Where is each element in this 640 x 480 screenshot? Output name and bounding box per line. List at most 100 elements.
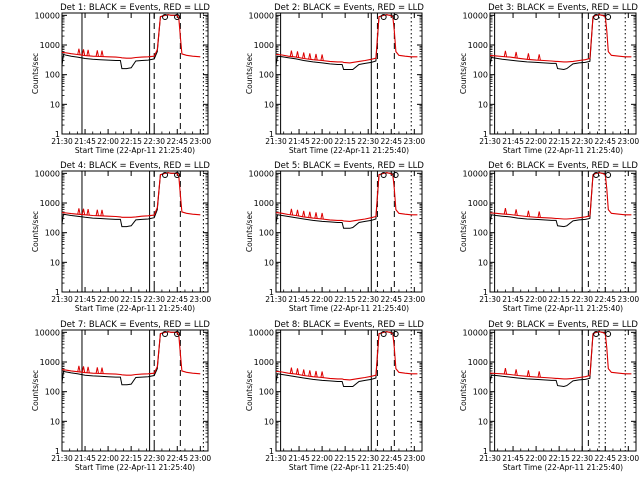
x-tick-label: 22:00 — [311, 137, 333, 146]
detector-panel-4: Det 4: BLACK = Events, RED = LLD 1 10 100 10… — [31, 161, 211, 313]
plot-frame — [61, 329, 209, 452]
plot-frame — [61, 12, 209, 135]
plot-frame — [489, 329, 637, 452]
x-tick-label: 21:30 — [479, 137, 501, 146]
x-tick-label: 23:00 — [404, 295, 426, 304]
x-axis-label: Start Time (22-Apr-11 21:25:40) — [75, 463, 195, 472]
y-tick-label: 10000 — [35, 169, 60, 178]
lld-spike — [295, 368, 300, 375]
y-tick-label: 1 — [55, 447, 60, 456]
y-tick-label: 1 — [483, 447, 488, 456]
x-tick-label: 22:15 — [334, 295, 356, 304]
lld-spike — [302, 369, 306, 376]
x-tick-label: 21:30 — [479, 295, 501, 304]
y-tick-label: 1000 — [40, 41, 60, 50]
peak-marker — [593, 14, 600, 20]
x-tick-label: 22:15 — [548, 454, 570, 463]
x-tick-label: 23:00 — [618, 295, 640, 304]
peak-marker — [392, 331, 399, 337]
x-tick-label: 21:45 — [288, 454, 310, 463]
lld-spike — [308, 53, 312, 60]
lld-spike — [320, 54, 324, 61]
lld-spike — [95, 50, 99, 57]
y-tick-label: 100 — [45, 388, 60, 397]
lld-spike — [514, 209, 518, 216]
x-axis-label: Start Time (22-Apr-11 21:25:40) — [503, 463, 623, 472]
peak-marker — [392, 172, 399, 178]
x-tick-label: 22:00 — [311, 295, 333, 304]
x-tick-label: 22:00 — [525, 295, 547, 304]
x-tick-label: 22:00 — [97, 295, 119, 304]
x-tick-label: 23:00 — [618, 137, 640, 146]
y-tick-label: 10000 — [249, 11, 274, 20]
lld-spike — [295, 51, 300, 58]
y-tick-label: 10 — [264, 258, 274, 267]
peak-marker — [593, 172, 600, 178]
x-tick-label: 22:30 — [571, 454, 593, 463]
peak-marker — [593, 331, 600, 337]
x-tick-label: 21:30 — [265, 454, 287, 463]
x-axis-label: Start Time (22-Apr-11 21:25:40) — [289, 304, 409, 313]
x-tick-label: 22:15 — [334, 454, 356, 463]
y-tick-label: 100 — [473, 388, 488, 397]
lld-spike — [314, 370, 318, 378]
lld-spike — [289, 50, 294, 57]
y-tick-label: 1 — [269, 447, 274, 456]
y-tick-label: 10 — [478, 417, 488, 426]
x-tick-label: 22:00 — [525, 454, 547, 463]
x-tick-label: 21:45 — [74, 295, 96, 304]
peak-marker — [380, 331, 387, 337]
y-tick-label: 10000 — [463, 328, 488, 337]
detector-panel-8: Det 8: BLACK = Events, RED = LLD 1 10 100 10… — [245, 320, 425, 472]
y-tick-label: 100 — [259, 229, 274, 238]
x-tick-label: 22:30 — [357, 137, 379, 146]
lld-spike — [320, 371, 324, 378]
x-tick-label: 22:45 — [380, 295, 402, 304]
x-tick-label: 23:00 — [404, 137, 426, 146]
x-tick-label: 21:45 — [288, 295, 310, 304]
plot-frame — [489, 12, 637, 135]
lld-spike — [81, 208, 86, 215]
lld-spike — [526, 210, 531, 217]
lld-spike — [503, 208, 508, 215]
lld-spike — [302, 52, 306, 59]
plot-frame — [489, 170, 637, 293]
detector-panel-3: Det 3: BLACK = Events, RED = LLD 1 10 100 10… — [459, 3, 639, 155]
lld-spike — [77, 365, 81, 372]
peak-marker — [392, 14, 399, 20]
plot-frame — [275, 329, 423, 452]
x-tick-label: 21:30 — [265, 137, 287, 146]
y-tick-label: 1000 — [254, 358, 274, 367]
panel-title: Det 4: BLACK = Events, RED = LLD — [60, 161, 210, 171]
x-tick-label: 22:30 — [357, 295, 379, 304]
panel-title: Det 1: BLACK = Events, RED = LLD — [60, 3, 210, 13]
x-tick-label: 22:15 — [120, 137, 142, 146]
lld-spike — [95, 367, 99, 374]
lld-spike — [77, 208, 81, 215]
x-tick-label: 22:15 — [548, 137, 570, 146]
y-tick-label: 10 — [50, 258, 60, 267]
x-tick-label: 21:45 — [288, 137, 310, 146]
lld-spike — [514, 51, 518, 59]
lld-spike — [77, 48, 81, 55]
peak-marker — [174, 331, 181, 337]
x-tick-label: 22:00 — [97, 454, 119, 463]
panel-title: Det 2: BLACK = Events, RED = LLD — [274, 3, 424, 13]
lld-spike — [526, 53, 531, 60]
panel-title: Det 8: BLACK = Events, RED = LLD — [274, 320, 424, 330]
x-tick-label: 22:30 — [571, 137, 593, 146]
lld-spike — [86, 49, 90, 56]
lld-spike — [100, 209, 104, 216]
peak-marker — [380, 14, 387, 20]
lld-spike — [289, 208, 294, 215]
lld-series-line — [276, 172, 418, 222]
panel-title: Det 6: BLACK = Events, RED = LLD — [488, 161, 638, 171]
x-tick-label: 21:45 — [74, 137, 96, 146]
y-tick-label: 10 — [50, 417, 60, 426]
lld-spike — [314, 53, 318, 61]
x-tick-label: 22:45 — [166, 454, 188, 463]
lld-spike — [526, 370, 531, 377]
detector-panel-grid: Det 1: BLACK = Events, RED = LLD 1 10 100 10… — [31, 3, 639, 472]
lld-spike — [320, 212, 324, 220]
